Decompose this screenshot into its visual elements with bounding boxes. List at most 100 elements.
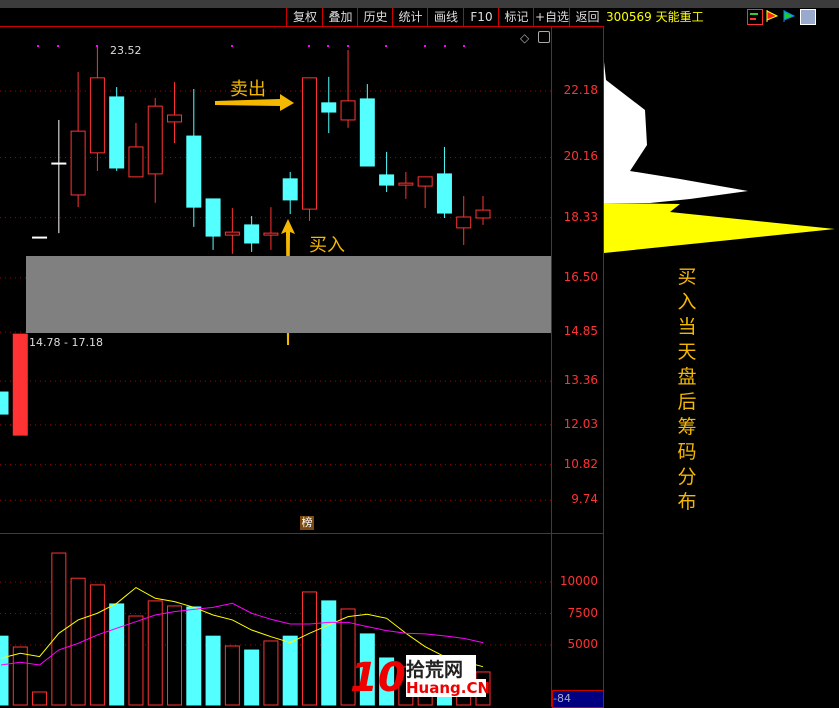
- price-tick-label: 13.36: [563, 373, 598, 388]
- volume-bar: [167, 605, 183, 706]
- zone-range-label: 14.78 - 17.18: [29, 336, 103, 349]
- candle-body: [167, 114, 183, 123]
- toolbar-button[interactable]: 叠加: [322, 8, 358, 26]
- toolbar-button[interactable]: 历史: [357, 8, 393, 26]
- candle-body: [12, 333, 28, 436]
- marker-dot: [463, 45, 465, 47]
- volume-bar: [359, 633, 375, 706]
- candle-body: [0, 391, 9, 415]
- candle-body: [70, 130, 86, 196]
- volume-bar: [109, 603, 125, 706]
- info-panel-icon[interactable]: [800, 9, 816, 25]
- candle-body: [128, 146, 144, 178]
- volume-bar: [340, 608, 356, 706]
- candle-body: [379, 174, 395, 186]
- volume-bar: [263, 640, 279, 706]
- stock-code: 300569: [606, 10, 652, 24]
- volume-ma-slow-line: [0, 602, 484, 666]
- volume-tick-label: 7500: [567, 605, 598, 620]
- indicator-value: -84: [552, 690, 604, 708]
- candle-body: [398, 182, 414, 186]
- toolbar-button[interactable]: 画线: [427, 8, 464, 26]
- price-tick-label: 12.03: [563, 416, 598, 431]
- chip-note-text: 买入当天盘后筹码分布: [677, 266, 697, 513]
- watermark-cn: 拾荒网: [406, 655, 476, 682]
- volume-tick-label: 5000: [567, 637, 598, 651]
- watermark-logo: 10 拾荒网 Huang.CN: [350, 655, 490, 701]
- panel-toggle-icon[interactable]: [538, 31, 550, 43]
- candle-body: [436, 173, 452, 214]
- price-tick-label: 16.50: [563, 269, 598, 284]
- chip-loss-shape: [604, 203, 835, 253]
- toolbar-button[interactable]: F10: [463, 8, 499, 26]
- watermark-number: 10: [350, 655, 406, 701]
- volume-bar: [128, 615, 144, 706]
- volume-tick-label: 10000: [559, 574, 598, 588]
- volume-bar: [89, 584, 105, 706]
- chip-profit-shape: [604, 62, 748, 203]
- candle-body: [321, 102, 337, 113]
- price-tick-label: 18.33: [563, 209, 598, 224]
- volume-bar: [321, 600, 337, 706]
- candle-body: [475, 209, 491, 219]
- buy-label: 买入: [309, 235, 345, 256]
- toolbar-button[interactable]: 返回: [569, 8, 605, 26]
- volume-ma-fast-line: [0, 586, 484, 668]
- toolbar: [0, 8, 604, 27]
- toolbar-button[interactable]: 统计: [392, 8, 428, 26]
- marker-dot: [57, 45, 59, 47]
- marker-dot: [347, 45, 349, 47]
- panel-divider: [0, 533, 604, 534]
- marker-dot: [424, 45, 426, 47]
- volume-bar: [0, 635, 9, 706]
- sell-label: 卖出: [230, 79, 266, 100]
- volume-bar: [32, 691, 48, 706]
- candle-body: [301, 77, 317, 210]
- volume-bar: [282, 635, 298, 706]
- marker-dot: [327, 45, 329, 47]
- toolbar-button[interactable]: 标记: [498, 8, 534, 26]
- candle-body: [109, 96, 125, 169]
- candle-body: [282, 178, 298, 201]
- candle-body: [89, 77, 105, 154]
- high-price-label: 23.52: [110, 44, 142, 57]
- candle-body: [224, 231, 240, 236]
- candle-body: [359, 98, 375, 167]
- diamond-icon[interactable]: ◇: [520, 31, 530, 45]
- candle-body: [244, 224, 260, 244]
- price-tick-label: 14.85: [563, 324, 598, 339]
- marker-dot: [308, 45, 310, 47]
- candle-body: [205, 198, 221, 237]
- candle-body: [263, 232, 279, 236]
- volume-bar: [51, 552, 67, 706]
- rank-badge[interactable]: 榜: [300, 516, 314, 530]
- marker-dot: [96, 45, 98, 47]
- volume-bar: [244, 649, 260, 706]
- watermark-en: Huang.CN: [406, 679, 491, 697]
- marker-dot: [385, 45, 387, 47]
- volume-bar: [147, 600, 163, 706]
- red-flag-icon[interactable]: [765, 9, 779, 23]
- marker-dot: [231, 45, 233, 47]
- candle-body: [340, 100, 356, 121]
- candle-body: [32, 236, 48, 239]
- price-tick-label: 9.74: [571, 492, 598, 507]
- price-tick-label: 22.18: [563, 83, 598, 97]
- stock-title: 300569 天能重工: [606, 8, 704, 26]
- chip-distribution-icon[interactable]: [747, 9, 763, 25]
- candle-body: [417, 176, 433, 187]
- title-bar: [0, 0, 839, 8]
- toolbar-button[interactable]: 复权: [286, 8, 323, 26]
- toolbar-button[interactable]: +自选: [533, 8, 570, 26]
- green-flag-icon[interactable]: [782, 9, 796, 23]
- volume-bar: [12, 646, 28, 706]
- volume-bar: [186, 606, 202, 706]
- price-axis-border: [551, 26, 552, 707]
- candle-body: [456, 216, 472, 229]
- candle-body: [147, 105, 163, 175]
- price-tick-label: 20.16: [563, 149, 598, 164]
- price-zone-box: [26, 256, 551, 333]
- candle-body: [51, 162, 67, 165]
- sell-arrow: [215, 94, 294, 111]
